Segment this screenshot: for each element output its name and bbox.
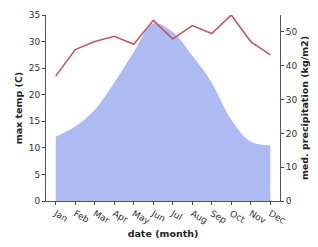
- svg-text:10: 10: [286, 162, 298, 172]
- svg-text:20: 20: [286, 129, 298, 139]
- svg-text:Jan: Jan: [52, 208, 70, 224]
- svg-text:Jul: Jul: [169, 208, 184, 223]
- svg-text:Apr: Apr: [111, 208, 130, 225]
- svg-text:40: 40: [286, 61, 298, 71]
- svg-text:Nov: Nov: [248, 208, 269, 226]
- svg-text:30: 30: [286, 95, 298, 105]
- svg-text:max temp (C): max temp (C): [13, 72, 24, 144]
- svg-text:0: 0: [34, 196, 40, 206]
- svg-text:Dec: Dec: [267, 208, 287, 225]
- svg-text:0: 0: [286, 196, 292, 206]
- svg-text:35: 35: [29, 10, 40, 20]
- svg-text:15: 15: [29, 116, 40, 126]
- svg-text:Jun: Jun: [149, 208, 167, 224]
- svg-text:25: 25: [29, 63, 40, 73]
- svg-text:med. precipitation (kg/m2): med. precipitation (kg/m2): [299, 36, 310, 180]
- svg-text:Aug: Aug: [189, 208, 209, 225]
- svg-text:Feb: Feb: [72, 208, 91, 225]
- svg-text:5: 5: [34, 170, 40, 180]
- svg-text:20: 20: [29, 90, 41, 100]
- svg-text:10: 10: [29, 143, 41, 153]
- svg-text:May: May: [131, 208, 153, 226]
- svg-text:date (month): date (month): [128, 228, 199, 239]
- svg-text:Oct: Oct: [228, 208, 247, 225]
- svg-text:Sep: Sep: [209, 208, 229, 225]
- svg-text:30: 30: [29, 37, 41, 47]
- svg-text:Mar: Mar: [92, 208, 112, 225]
- svg-text:50: 50: [286, 27, 298, 37]
